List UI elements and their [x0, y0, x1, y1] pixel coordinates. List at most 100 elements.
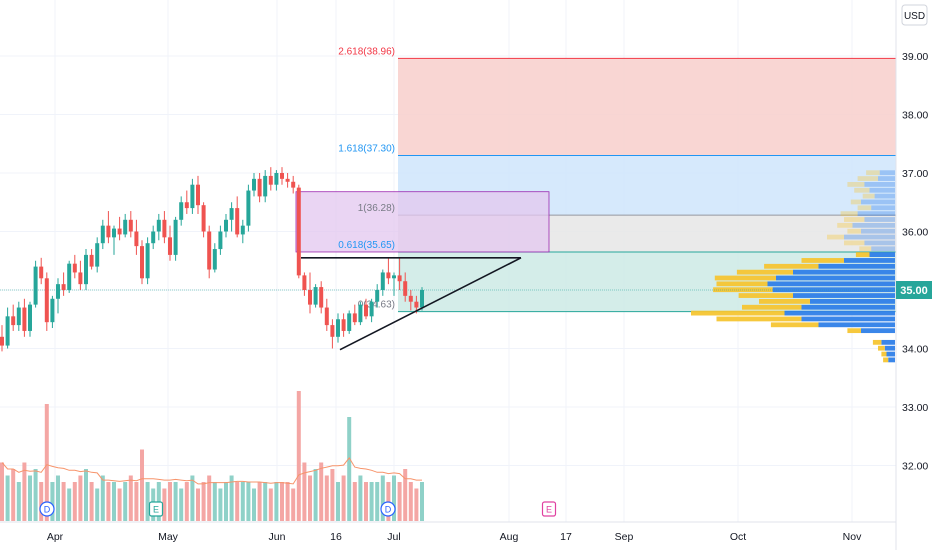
volume-bar: [324, 475, 329, 521]
volume-profile-row-up: [742, 304, 802, 310]
volume-profile-row-up: [878, 345, 885, 351]
volume-profile-row-up: [850, 199, 861, 205]
time-axis[interactable]: Apr May Jun 16 Jul Aug 17 Sep Oct Nov: [47, 531, 862, 543]
fib-level-label: 1.618(37.30): [338, 143, 395, 154]
candle-body: [369, 301, 374, 317]
fibonacci-extension[interactable]: 2.618(38.96) 1.618(37.30) 1(36.28) 0.618(35…: [295, 46, 896, 313]
time-tick-label: Apr: [47, 531, 64, 543]
candle-body: [11, 316, 16, 326]
volume-profile-row-up: [691, 310, 785, 316]
volume-bar: [364, 482, 368, 521]
volume-profile-row-down: [767, 281, 895, 287]
volume-profile-row-down: [886, 351, 895, 357]
volume-profile-row-up: [872, 339, 882, 345]
volume-profile-row-up: [847, 228, 861, 234]
candle-body: [313, 287, 318, 305]
volume-moving-average: [1, 457, 422, 485]
dividend-marker[interactable]: D: [39, 501, 55, 517]
volume-profile-row-up: [738, 293, 793, 298]
candle-body: [117, 228, 122, 235]
volume-profile-row-down: [810, 299, 895, 304]
volume-bar: [302, 462, 307, 521]
candle-body: [392, 275, 396, 279]
volume-profile-row-up: [855, 252, 870, 257]
fib-range-box[interactable]: [295, 191, 550, 253]
volume-profile-row-down: [793, 269, 895, 275]
price-axis[interactable]: 39.00 38.00 37.00 36.00 35.00 34.00 33.00 32.00: [902, 51, 928, 473]
price-tick-label: 32.00: [902, 461, 928, 473]
candle-body: [352, 313, 357, 323]
candle-body: [380, 272, 385, 290]
fib-band: [398, 58, 896, 156]
volume-profile-row-down: [874, 193, 895, 199]
volume-bar: [128, 475, 133, 521]
volume-profile-row-down: [852, 222, 895, 228]
dividend-label: D: [44, 505, 51, 515]
earnings-marker[interactable]: E: [148, 501, 164, 517]
candle-body: [252, 178, 256, 191]
price-tick-label: 33.00: [902, 402, 928, 414]
volume-profile-row-up: [716, 281, 768, 287]
volume-bar: [218, 488, 223, 521]
candle-body: [72, 263, 77, 273]
volume-bar: [72, 482, 77, 521]
candle-body: [33, 266, 38, 305]
volume-profile-row-down: [861, 199, 895, 205]
volume-bar: [347, 417, 352, 521]
volume-profile-row-down: [864, 217, 895, 222]
volume-bar: [313, 469, 318, 521]
volume-bar: [100, 475, 105, 521]
volume-profile-row-down: [818, 263, 895, 269]
candle-body: [140, 246, 144, 279]
candle-body: [84, 254, 88, 285]
currency-label: USD: [904, 11, 925, 22]
time-tick-label: Jun: [269, 531, 286, 543]
candle-body: [386, 272, 391, 279]
candle-body: [145, 243, 150, 279]
candle-body: [56, 284, 60, 299]
fib-level-label: 1(36.28): [358, 203, 395, 214]
candle-body: [5, 316, 10, 346]
candle-body: [128, 219, 133, 232]
earnings-marker[interactable]: E: [541, 501, 557, 517]
time-tick-label: Jul: [387, 531, 400, 543]
volume-bar: [341, 475, 346, 521]
volume-profile-row-up: [866, 170, 880, 176]
volume-bar: [95, 488, 100, 521]
volume-profile-row-up: [770, 322, 819, 328]
volume-profile-row-down: [864, 182, 895, 187]
candle-body: [414, 301, 419, 308]
support-trendline[interactable]: [339, 257, 522, 351]
candle-body: [280, 173, 284, 179]
volume-profile-row-up: [714, 275, 776, 281]
volume-bar: [11, 469, 16, 521]
candle-body: [28, 304, 32, 331]
candle-body: [257, 178, 262, 197]
trendlines[interactable]: [301, 257, 522, 351]
volume-profile-row-down: [857, 211, 895, 217]
fib-level-label: 2.618(38.96): [338, 46, 395, 57]
volume-bar: [414, 488, 419, 521]
volume-bar: [84, 469, 88, 521]
dividend-marker[interactable]: D: [380, 501, 396, 517]
currency-button[interactable]: USD: [901, 4, 928, 26]
last-price-label: 35.00: [900, 285, 928, 297]
volume-bar: [201, 482, 206, 521]
volume-bar: [263, 482, 268, 521]
volume-bar: [5, 475, 10, 521]
price-tick-label: 39.00: [902, 51, 928, 63]
candle-body: [336, 319, 340, 337]
volume-profile-row-up: [862, 193, 875, 199]
volume-profile-row-up: [764, 263, 819, 269]
volume-bars: [0, 391, 424, 521]
candle-body: [0, 336, 4, 346]
volume-profile-row-up: [844, 240, 865, 246]
volume-bar: [291, 488, 296, 521]
candle-body: [347, 313, 352, 331]
volume-bar: [280, 482, 284, 521]
volume-profile-row-down: [793, 293, 895, 298]
volume-bar: [336, 482, 340, 521]
volume-profile-row-up: [840, 211, 858, 217]
